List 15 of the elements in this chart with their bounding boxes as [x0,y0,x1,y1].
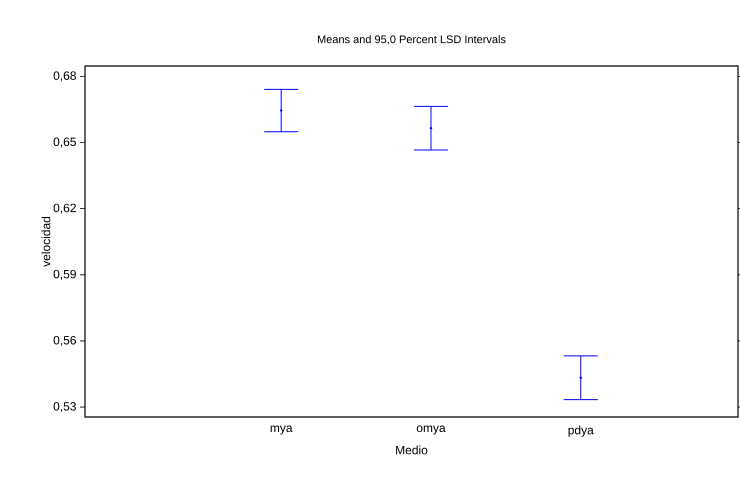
point [579,376,582,380]
x-axis-title: Medio [396,446,428,454]
point [430,126,432,130]
y-tick-label: 0,62 [54,204,76,214]
y-axis-title: velocidad [41,216,50,267]
y-tick-label: 0,56 [54,336,76,346]
x-tick-label: mya [270,426,293,434]
y-tick-label: 0,59 [54,270,76,280]
y-tick-label: 0,68 [54,71,76,82]
y-tick-label: 0,65 [54,138,76,148]
y-tick-label: 0,53 [54,402,76,412]
chart-title: Means and 95,0 Percent LSD Intervals [318,35,506,44]
x-tick-label: omya [416,426,446,434]
point [280,108,283,112]
x-tick-label: pdya [568,426,594,437]
